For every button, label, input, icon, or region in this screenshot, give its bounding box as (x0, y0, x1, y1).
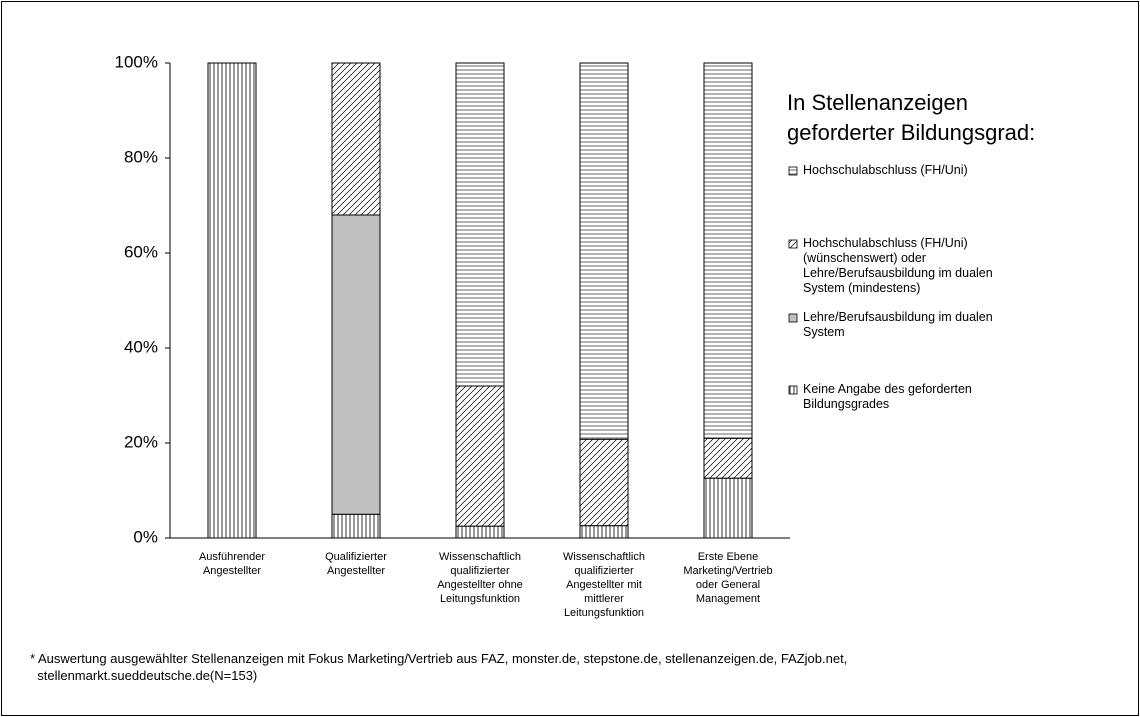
legend-label: Keine Angabe des geforderten Bildungsgra… (803, 382, 972, 411)
bar-segment (579, 62, 629, 440)
legend-title: In Stellenanzeigen geforderter Bildungsg… (787, 90, 1036, 145)
y-tick-label: 80% (124, 147, 158, 166)
x-tick-label: Ausführender Angestellter (198, 551, 266, 577)
legend-label: Hochschulabschluss (FH/Uni) (wünschenswe… (803, 236, 993, 295)
x-tick-label: Erste Ebene Marketing/Vertrieb oder Gene… (683, 551, 773, 605)
bar-segment (455, 525, 505, 539)
bar-segment (703, 477, 753, 539)
y-tick-label: 0% (133, 527, 158, 546)
y-tick-label: 40% (124, 337, 158, 356)
legend-label: Lehre/Berufsausbildung im dualen System (803, 310, 993, 339)
bar-segment (579, 525, 629, 539)
footnote: * Auswertung ausgewählter Stellenanzeige… (30, 651, 848, 683)
bar-segment (207, 62, 257, 539)
y-tick-label: 20% (124, 432, 158, 451)
legend-label: Hochschulabschluss (FH/Uni) (803, 163, 968, 177)
legend-swatch (788, 385, 798, 395)
bar-segment (331, 214, 381, 515)
x-tick-label: Wissenschaftlich qualifizierter Angestel… (563, 551, 645, 619)
y-tick-label: 100% (115, 52, 158, 71)
legend-swatch (788, 166, 798, 176)
bar-segment (703, 62, 753, 439)
legend-swatch (788, 313, 798, 323)
x-tick-label: Qualifizierter Angestellter (325, 551, 387, 577)
legend-swatch (788, 239, 798, 249)
bar-segment (331, 62, 381, 216)
bar-segment (579, 438, 629, 527)
bar-segment (455, 62, 505, 387)
bar-segment (703, 437, 753, 479)
bar-segment (455, 385, 505, 527)
y-tick-label: 60% (124, 242, 158, 261)
bar-segment (331, 513, 381, 539)
x-tick-label: Wissenschaftlich qualifizierter Angestel… (437, 551, 523, 605)
